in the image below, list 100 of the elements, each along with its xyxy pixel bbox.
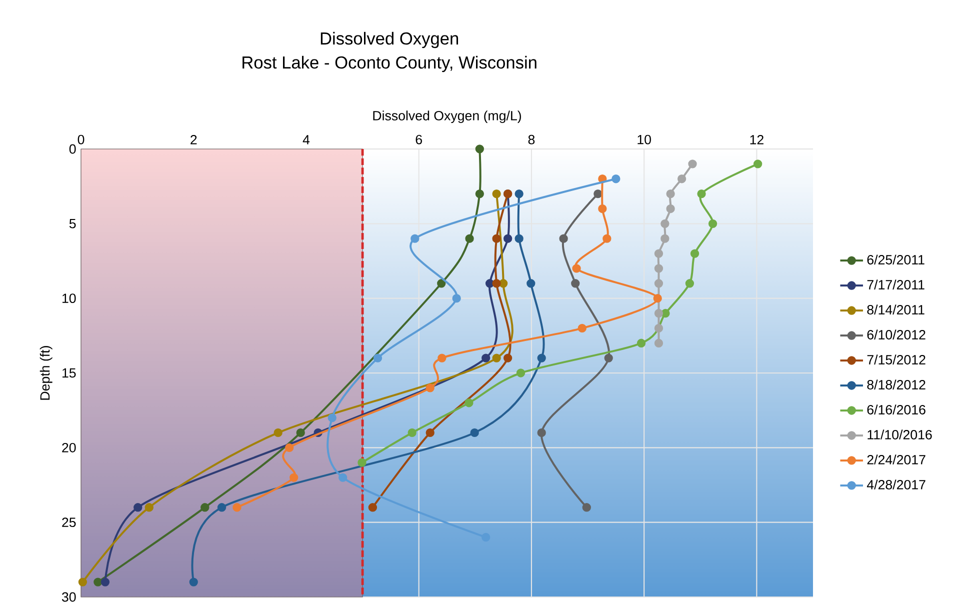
point [482,532,490,542]
y-axis-title: Depth (ft) [40,346,52,400]
legend-label: 6/10/2012 [867,330,926,340]
y-tick-label: 30 [62,592,76,602]
point [94,578,102,586]
y-tick-label: 0 [69,144,76,154]
x-tick-label: 2 [190,134,197,144]
point [482,354,490,362]
legend-label: 4/28/2017 [866,480,926,490]
point [426,428,434,438]
point [452,294,461,303]
x-tick-label: 8 [528,134,535,144]
point [100,578,110,586]
y-tick-label: 20 [62,442,76,452]
point [358,458,366,467]
point [368,503,378,512]
point [274,428,282,438]
point [666,189,675,198]
point [559,234,568,243]
point [338,473,348,482]
legend-label: 2/24/2017 [867,454,926,464]
point [485,279,494,288]
legend-label: 6/25/2011 [867,254,924,264]
point [464,398,474,408]
y-tick-label: 25 [62,518,76,528]
point [677,174,686,184]
point [537,354,546,362]
point [571,279,580,288]
point [475,189,484,198]
x-tick-label: 4 [302,135,310,144]
point [654,308,664,318]
point [134,503,142,512]
point [328,413,336,422]
y-tick-label: 5 [69,219,76,228]
point [426,384,434,392]
point [602,234,612,243]
point [660,234,670,243]
point [437,279,446,288]
legend-label: 8/18/2012 [867,380,926,390]
chart-title: Dissolved Oxygen [320,32,458,48]
point [514,234,524,243]
legend-label: 6/16/2016 [867,404,926,414]
point [604,354,613,362]
point [410,234,420,243]
point [296,428,305,438]
point [594,189,602,198]
point [465,234,474,243]
legend-label: 7/17/2011 [867,280,924,290]
point [475,144,484,154]
point [654,324,664,333]
point [290,473,298,482]
point [503,354,512,362]
point [708,219,718,228]
point [612,174,620,184]
point [660,219,670,228]
point [492,354,501,362]
point [697,189,706,198]
legend-label: 8/14/2011 [867,304,924,314]
point [438,354,446,362]
point [537,428,546,438]
point [492,189,501,198]
point [654,338,664,348]
point [144,503,154,512]
x-tick-label: 6 [416,134,422,144]
point [666,204,675,214]
point [654,279,664,288]
x-axis-title: Dissolved Oxygen (mg/L) [373,110,521,124]
point [492,234,501,243]
chart-subtitle: Rost Lake - Oconto County, Wisconsin [242,56,536,72]
point [200,503,210,512]
point [661,308,670,318]
x-tick-label: 12 [750,134,764,144]
point [516,368,526,378]
point [408,428,416,438]
point [78,578,88,586]
point [654,249,664,258]
point [598,204,607,214]
point [514,189,524,198]
point [492,279,501,288]
point [636,338,646,348]
x-tick-label: 10 [638,134,651,144]
point [690,249,700,258]
point [572,264,581,273]
point [582,503,591,512]
point [285,443,294,452]
point [217,503,226,512]
point [526,279,536,288]
point [189,578,198,586]
y-tick-label: 15 [62,368,76,378]
point [753,160,762,168]
point [685,279,694,288]
point [653,294,662,303]
point [503,234,512,243]
legend-label: 7/15/2012 [867,354,926,364]
point [654,264,664,273]
legend-label: 11/10/2016 [868,430,932,440]
point [373,354,382,362]
y-tick-label: 10 [62,294,76,304]
point [232,503,242,512]
x-tick-label: 0 [78,134,84,144]
